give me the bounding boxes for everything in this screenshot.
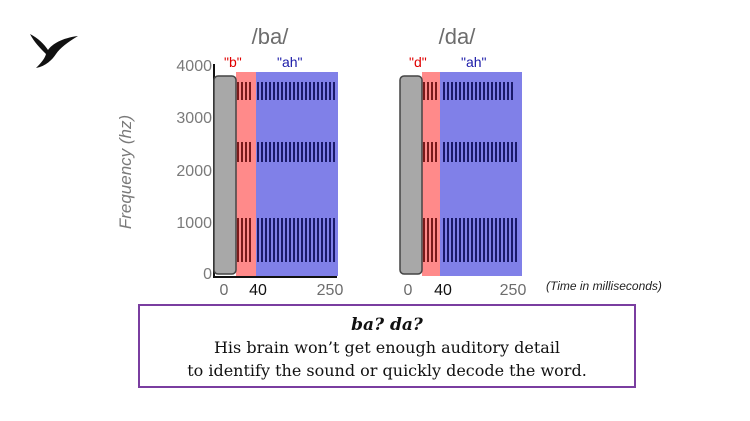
y-tick: 1000 — [176, 215, 212, 232]
caption-box: ba? da? His brain won’t get enough audit… — [138, 304, 636, 388]
x-tick: 250 — [316, 282, 344, 299]
ah-vowel-label-1: "ah" — [277, 54, 303, 70]
y-tick: 3000 — [176, 110, 212, 127]
y-tick: 0 — [203, 266, 212, 283]
da-spectrogram — [399, 72, 522, 276]
x-tick: 250 — [499, 282, 527, 299]
ah-vowel-label-2: "ah" — [461, 54, 487, 70]
b-consonant-label: "b" — [224, 54, 242, 70]
hummingbird-logo-icon — [30, 34, 78, 68]
y-tick: 2000 — [176, 163, 212, 180]
caption-line-1: His brain won’t get enough auditory deta… — [213, 338, 561, 357]
ba-spectrogram — [213, 72, 338, 276]
y-axis-label: Frequency (hz) — [116, 114, 135, 230]
x-tick: 40 — [434, 282, 452, 299]
x-axis-line — [213, 276, 337, 278]
d-consonant-label: "d" — [409, 54, 427, 70]
x-unit-note: (Time in milliseconds) — [546, 279, 662, 293]
da-title: /da/ — [438, 24, 476, 49]
x-tick: 0 — [403, 282, 413, 299]
y-tick: 4000 — [176, 58, 212, 75]
caption-line-2: to identify the sound or quickly decode … — [187, 361, 587, 380]
caption-heading: ba? da? — [351, 315, 423, 335]
ba-title: /ba/ — [251, 24, 289, 49]
x-tick: 0 — [219, 282, 229, 299]
x-tick: 40 — [249, 282, 267, 299]
